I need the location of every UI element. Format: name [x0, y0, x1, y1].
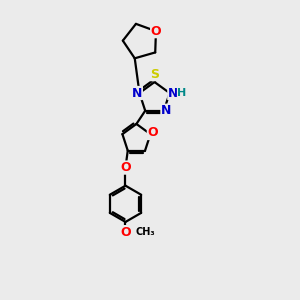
Text: S: S: [150, 68, 159, 81]
Text: O: O: [120, 161, 131, 174]
Text: O: O: [147, 127, 158, 140]
Text: CH₃: CH₃: [135, 227, 154, 237]
Text: N: N: [161, 104, 171, 117]
Text: O: O: [151, 25, 161, 38]
Text: N: N: [168, 86, 178, 100]
Text: H: H: [177, 88, 187, 98]
Text: O: O: [120, 226, 131, 238]
Text: N: N: [132, 86, 142, 100]
